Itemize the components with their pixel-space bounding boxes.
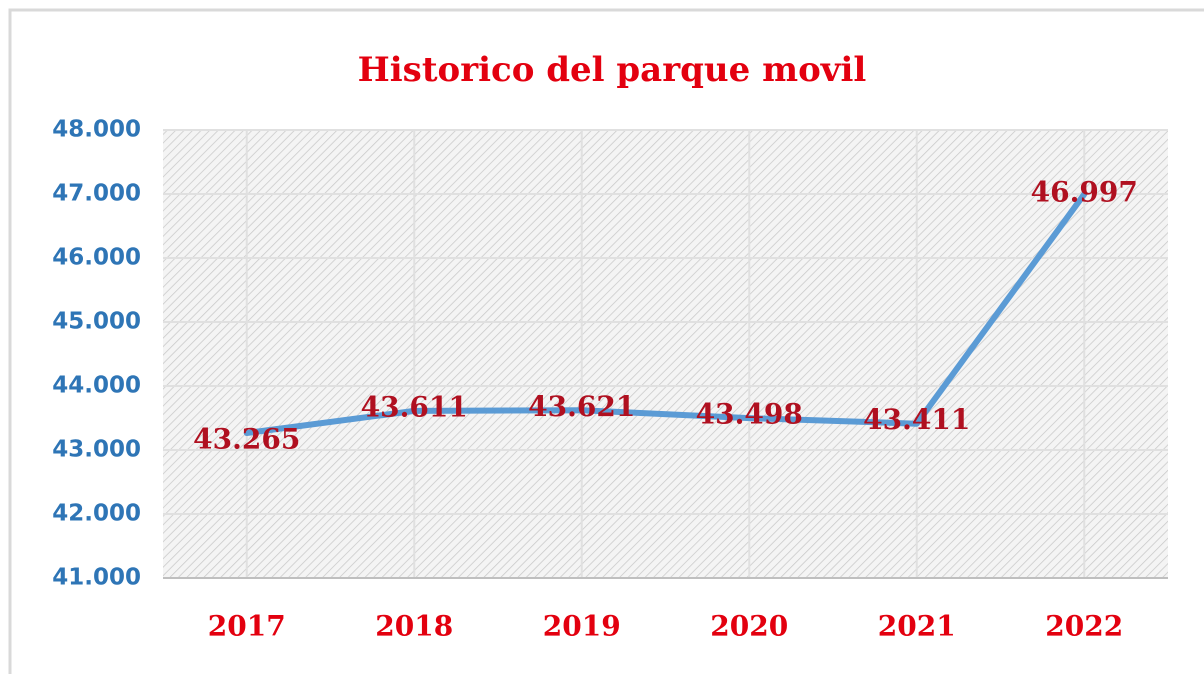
- chart-title: Historico del parque movil: [358, 50, 867, 90]
- x-tick-label: 2020: [710, 610, 788, 643]
- y-tick-label: 48.000: [52, 117, 141, 143]
- x-tick-label: 2018: [375, 610, 453, 643]
- y-tick-label: 44.000: [52, 373, 141, 399]
- x-tick-label: 2021: [878, 610, 956, 643]
- data-label: 43.611: [361, 390, 468, 423]
- y-tick-label: 45.000: [52, 309, 141, 335]
- line: [243, 191, 1088, 437]
- y-tick-label: 46.000: [52, 245, 141, 271]
- x-tick-label: 2017: [208, 610, 286, 643]
- y-tick-label: 42.000: [52, 501, 141, 527]
- data-label: 43.621: [528, 390, 635, 423]
- y-tick-label: 47.000: [52, 181, 141, 207]
- plot-area: [163, 130, 1168, 578]
- x-tick-label: 2019: [543, 610, 621, 643]
- frame: [8, 8, 1204, 674]
- data-label: 46.997: [1031, 176, 1138, 209]
- data-label: 43.498: [696, 398, 803, 431]
- y-tick-label: 43.000: [52, 437, 141, 463]
- y-tick-label: 41.000: [52, 565, 141, 591]
- x-tick-label: 2022: [1045, 610, 1123, 643]
- data-label: 43.265: [193, 423, 300, 456]
- data-label: 43.411: [863, 403, 970, 436]
